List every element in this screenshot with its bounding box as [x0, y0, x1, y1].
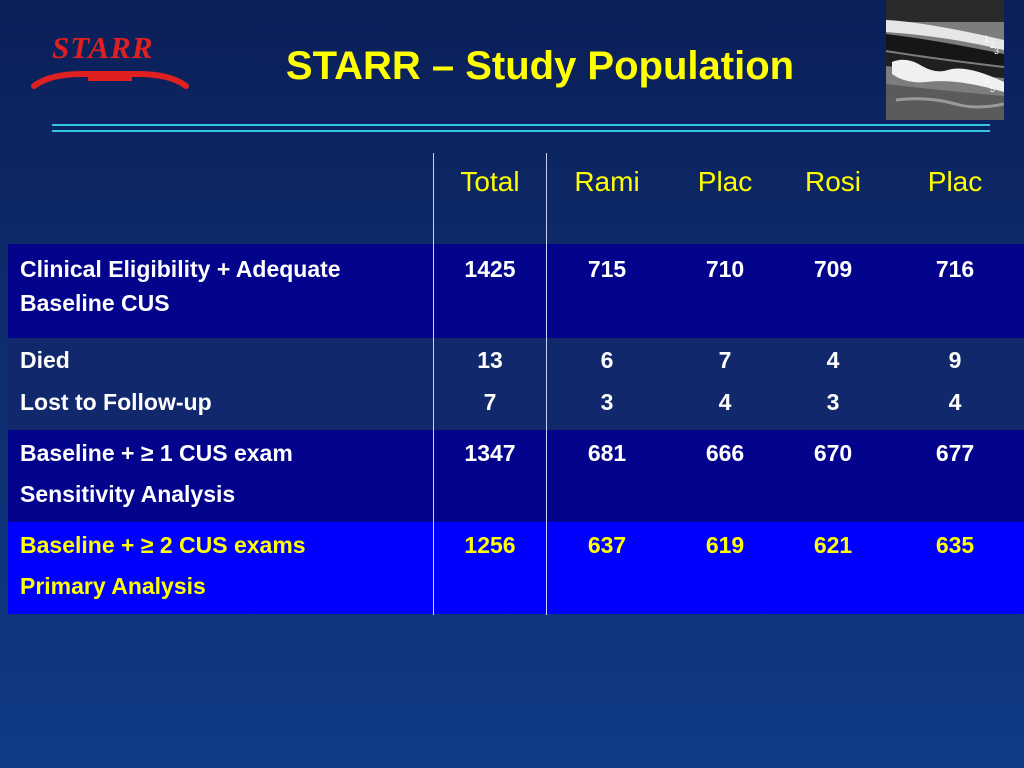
logo-text: STARR: [52, 30, 154, 65]
column-header-rosi: Rosi: [804, 166, 861, 197]
cell-plac-2: 635: [935, 532, 975, 558]
row-label: Died: [20, 347, 70, 373]
cell-total: 1347: [464, 440, 516, 466]
cell-rosi: 3: [826, 389, 840, 415]
row-label: Clinical Eligibility + Adequate: [20, 256, 341, 282]
cell-rami: 3: [600, 389, 614, 415]
cell-total: 13: [477, 347, 503, 373]
marker-4: 4: [984, 76, 989, 86]
column-header-total: Total: [460, 166, 520, 197]
cell-rami: 6: [600, 347, 614, 373]
cell-rami: 715: [587, 256, 627, 282]
cell-plac-2: 677: [935, 440, 975, 466]
row-band-sensitivity: [8, 430, 1024, 522]
starr-logo: STARR: [30, 28, 190, 94]
row-label: Baseline + ≥ 1 CUS exam: [20, 440, 293, 466]
cell-plac-1: 4: [718, 389, 732, 415]
row-label: Baseline CUS: [20, 290, 170, 316]
cell-rosi: 621: [813, 532, 853, 558]
row-band-primary: [8, 522, 1024, 614]
row-label: Baseline + ≥ 2 CUS exams: [20, 532, 306, 558]
cell-plac-2: 4: [948, 389, 962, 415]
column-header-plac-2: Plac: [927, 166, 983, 197]
title-rule-top: [52, 124, 990, 126]
column-header-rami: Rami: [574, 166, 640, 197]
cell-plac-1: 7: [718, 347, 732, 373]
row-label: Sensitivity Analysis: [20, 481, 236, 507]
cell-total: 7: [483, 389, 497, 415]
cell-total: 1256: [464, 532, 516, 558]
column-header-plac-1: Plac: [697, 166, 753, 197]
cell-rosi: 709: [813, 256, 853, 282]
page-title: STARR – Study Population: [285, 44, 795, 88]
cell-plac-1: 619: [705, 532, 745, 558]
ultrasound-image: 1 2 3 4 5: [886, 0, 1005, 120]
column-divider-1: [433, 153, 434, 615]
row-band-attrition: [8, 338, 1024, 430]
marker-3: 3: [994, 46, 999, 56]
cell-rami: 681: [587, 440, 627, 466]
marker-2: 2: [990, 40, 995, 50]
logo-arc-icon: [31, 71, 189, 89]
column-divider-2: [546, 153, 547, 615]
cell-plac-1: 710: [705, 256, 745, 282]
title-rule-bottom: [52, 130, 990, 132]
cell-total: 1425: [464, 256, 516, 282]
table-header: Total Rami Plac Rosi Plac: [0, 160, 1024, 206]
row-label: Primary Analysis: [20, 573, 206, 599]
row-label: Lost to Follow-up: [20, 389, 212, 415]
cell-rosi: 670: [813, 440, 853, 466]
marker-5: 5: [990, 84, 995, 94]
cell-plac-1: 666: [705, 440, 745, 466]
cell-plac-2: 716: [935, 256, 975, 282]
marker-1: 1: [984, 34, 989, 44]
cell-plac-2: 9: [948, 347, 962, 373]
cell-rosi: 4: [826, 347, 840, 373]
row-band-eligibility: [8, 244, 1024, 338]
cell-rami: 637: [587, 532, 627, 558]
